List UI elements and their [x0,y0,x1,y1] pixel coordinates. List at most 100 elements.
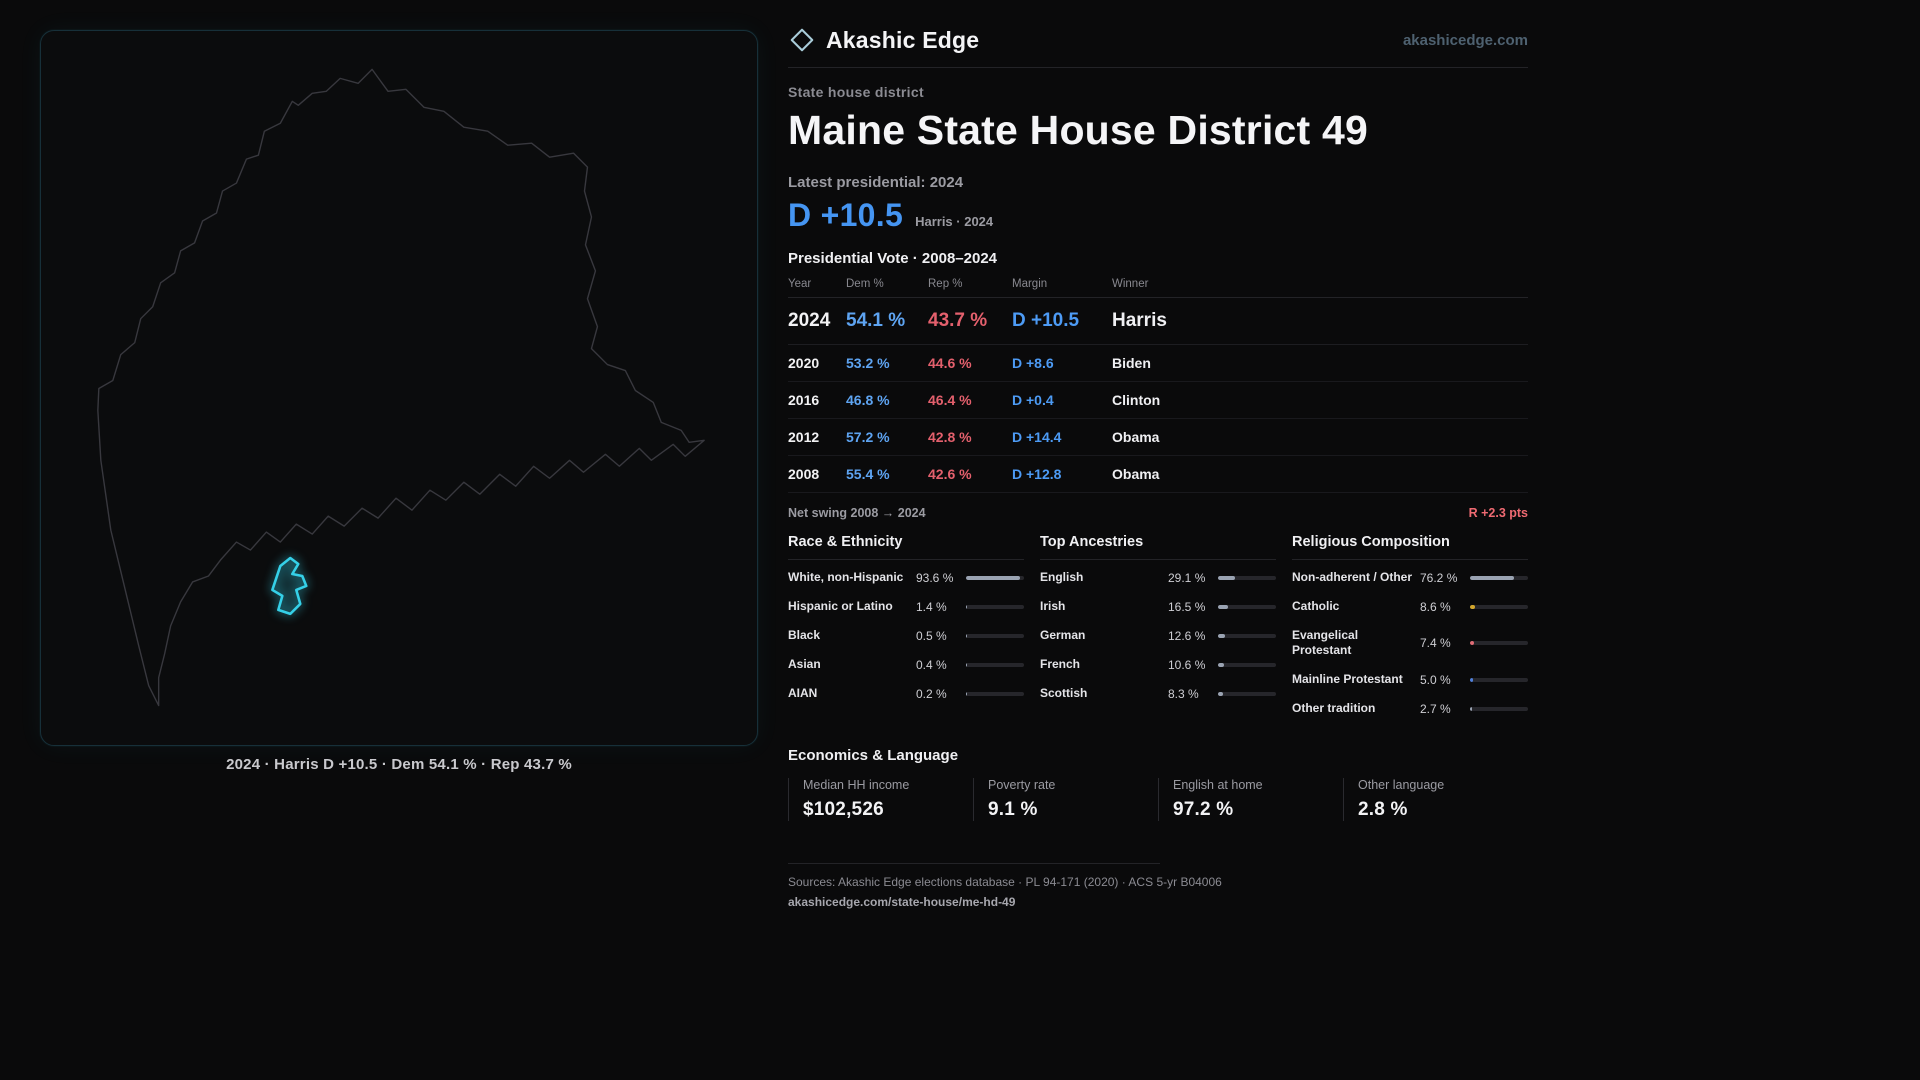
rep-cell: 44.6 % [928,355,972,371]
net-swing-row: Net swing 2008 → 2024 R +2.3 pts [788,506,1528,520]
footer-permalink-link[interactable]: akashicedge.com/state-house/me-hd-49 [788,895,1016,909]
stat-bar [1218,691,1276,696]
rep-cell: 42.6 % [928,466,972,482]
stat-label: Other tradition [1292,701,1376,715]
year-cell: 2024 [788,310,831,331]
stat-label: Scottish [1040,686,1088,700]
stat-label: Black [788,628,821,642]
stat-card: Median HH income $102,526 [788,778,973,821]
section-title: Top Ancestries [1040,534,1276,560]
rep-cell: 43.7 % [928,310,988,331]
stat-bar [1470,677,1528,682]
latest-presidential-label: Latest presidential: 2024 [788,174,964,191]
stat-card: Poverty rate 9.1 % [973,778,1158,821]
dem-cell: 54.1 % [846,310,906,331]
stat-row: English 29.1 % [1040,563,1276,592]
headline-margin-row: D +10.5 Harris · 2024 [788,197,1528,234]
stat-label: Other language [1358,778,1445,792]
table-row: 2024 54.1 % 43.7 % D +10.5 Harris [788,298,1528,345]
state-map-svg [97,68,705,707]
stat-label: French [1040,657,1081,671]
stat-label: White, non-Hispanic [788,570,904,584]
stat-row: Mainline Protestant 5.0 % [1292,665,1528,694]
stat-row: White, non-Hispanic 93.6 % [788,563,1024,592]
stat-bar [1470,604,1528,609]
stat-bar [966,662,1024,667]
table-row: 2012 57.2 % 42.8 % D +14.4 Obama [788,419,1528,456]
stat-label: Catholic [1292,599,1340,613]
map-caption: 2024 · Harris D +10.5 · Dem 54.1 % · Rep… [226,756,572,773]
district-49-highlight [271,556,308,616]
stat-bar [966,691,1024,696]
footer-sources: Sources: Akashic Edge elections database… [788,875,1222,889]
section-title: Religious Composition [1292,534,1528,560]
stat-value: 7.4 % [1420,636,1451,650]
stat-row: Scottish 8.3 % [1040,679,1276,708]
stat-label: Asian [788,657,821,671]
stat-value: 0.2 % [916,686,947,701]
stat-label: Evangelical Protestant [1292,628,1359,657]
stat-label: Poverty rate [988,778,1056,792]
demographics-section: Race & Ethnicity White, non-Hispanic 93.… [788,534,1528,723]
col-rep: Rep % [928,278,963,290]
race-ethnicity-column: Race & Ethnicity White, non-Hispanic 93.… [788,534,1024,723]
stat-value: 12.6 % [1168,628,1206,643]
stat-value: 5.0 % [1420,672,1451,687]
brand-domain-link[interactable]: akashicedge.com [1402,31,1528,49]
stat-bar [1470,575,1528,580]
net-swing-label: Net swing 2008 → 2024 [788,506,926,520]
stat-bar [1470,641,1528,645]
stat-value: 8.3 % [1168,686,1199,701]
stat-label: English at home [1173,778,1263,792]
economics-stats: Median HH income $102,526 Poverty rate 9… [788,778,1528,821]
report-column: Akashic Edge akashicedge.com State house… [788,26,1528,909]
headline-margin-sub: Harris · 2024 [915,214,994,229]
economics-title: Economics & Language [788,747,959,764]
vote-table-title: Presidential Vote · 2008–2024 [788,250,998,267]
vote-table-header: Year Dem % Rep % Margin Winner [788,278,1528,298]
stat-row: French 10.6 % [1040,650,1276,679]
stat-bar [1218,633,1276,638]
winner-cell: Clinton [1112,392,1161,408]
footer: Sources: Akashic Edge elections database… [788,863,1528,909]
stat-row: Catholic 8.6 % [1292,592,1528,621]
dem-cell: 53.2 % [846,355,890,371]
stat-bar [966,604,1024,609]
year-cell: 2016 [788,392,820,408]
col-dem: Dem % [846,278,884,290]
footer-divider [788,863,1160,864]
stat-bar [966,633,1024,638]
net-swing-value: R +2.3 pts [1468,506,1528,520]
dem-cell: 57.2 % [846,429,890,445]
stat-value: 2.7 % [1420,701,1451,716]
stat-value: 97.2 % [1173,799,1234,820]
winner-cell: Obama [1112,466,1160,482]
stat-row: Non-adherent / Other 76.2 % [1292,563,1528,592]
stat-bar [1218,604,1276,609]
stat-row: Irish 16.5 % [1040,592,1276,621]
stat-value: 16.5 % [1168,599,1206,614]
stat-card: English at home 97.2 % [1158,778,1343,821]
section-title: Race & Ethnicity [788,534,1024,560]
stat-label: Irish [1040,599,1066,613]
headline-margin-value: D +10.5 [788,197,904,233]
stat-value: 0.5 % [916,628,947,643]
stat-label: Hispanic or Latino [788,599,893,613]
stat-row: Black 0.5 % [788,621,1024,650]
kicker-label: State house district [788,84,924,100]
col-winner: Winner [1112,278,1149,290]
stat-row: AIAN 0.2 % [788,679,1024,708]
year-cell: 2008 [788,466,820,482]
stat-value: 93.6 % [916,570,954,585]
stat-bar [1218,662,1276,667]
dem-cell: 55.4 % [846,466,890,482]
stat-label: Mainline Protestant [1292,672,1403,686]
stat-row: German 12.6 % [1040,621,1276,650]
stat-bar [966,575,1024,580]
stat-value: 8.6 % [1420,599,1451,614]
rep-cell: 46.4 % [928,392,972,408]
stat-value: 29.1 % [1168,570,1206,585]
margin-cell: D +10.5 [1012,310,1080,331]
dem-cell: 46.8 % [846,392,890,408]
